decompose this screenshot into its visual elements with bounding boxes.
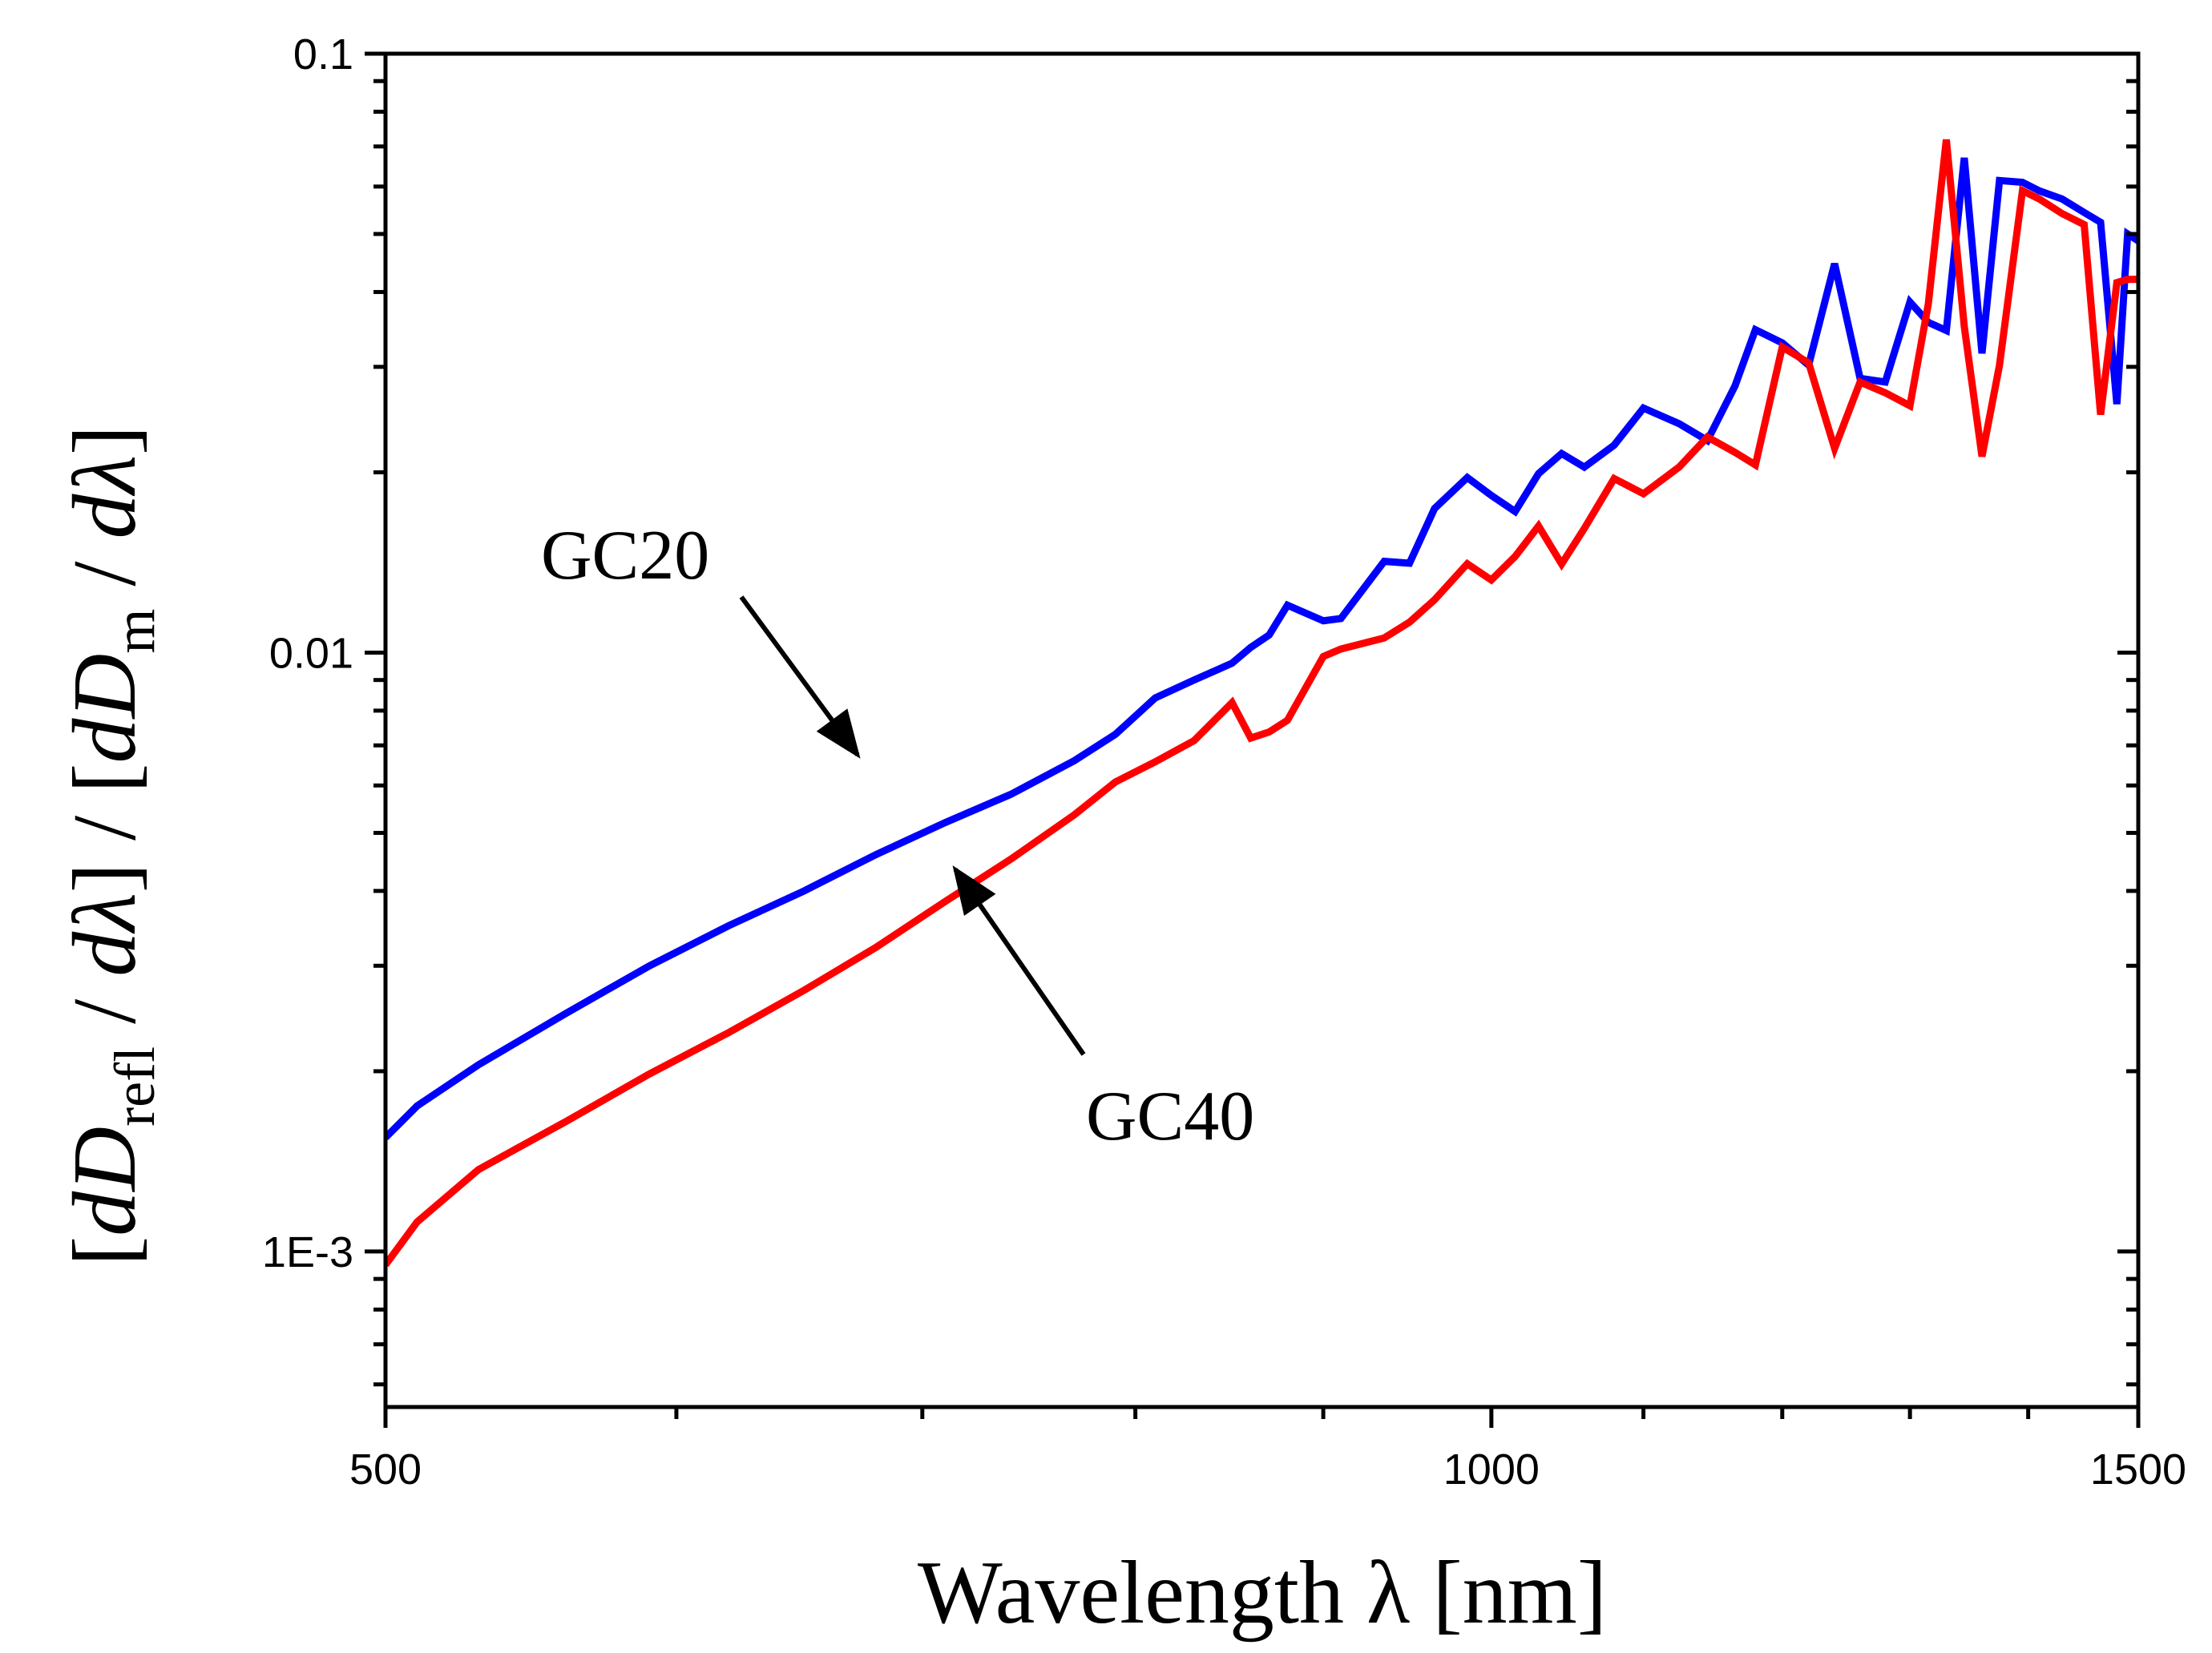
- y-title-d-1: d: [55, 1191, 155, 1236]
- annotation-gc40-arrow: [952, 865, 1086, 1056]
- y-title-mid-slash: /: [55, 793, 155, 863]
- x-tick-label: 1500: [2090, 1445, 2186, 1494]
- y-tick-label: 0.1: [293, 30, 353, 79]
- y-title-D-2: D: [55, 654, 155, 720]
- y-tick-label: 1E-3: [262, 1228, 353, 1276]
- y-title-slash-1: /: [55, 977, 155, 1046]
- series-line-gc20: [385, 157, 2138, 1140]
- plot-frame: [383, 51, 2141, 1409]
- y-title-sub-m: m: [103, 609, 167, 654]
- annotation-gc20-label: GC20: [541, 517, 709, 595]
- x-tick-label: 1000: [1443, 1445, 1540, 1494]
- y-title-D-1: D: [55, 1127, 155, 1193]
- y-title-bracket-close-2: ]: [55, 425, 155, 455]
- y-title-dlambda-1: dλ: [55, 893, 155, 977]
- y-title-sub-refl: refl: [103, 1046, 167, 1127]
- y-title-bracket-open-2: [: [55, 764, 155, 793]
- y-title-slash-2: /: [55, 539, 155, 609]
- series-line-gc40: [385, 139, 2138, 1268]
- y-title-dlambda-2: dλ: [55, 455, 155, 539]
- x-axis-title: Wavelength λ [nm]: [918, 1543, 1607, 1643]
- y-title-bracket-open-1: [: [55, 1236, 155, 1266]
- y-title-d-2: d: [55, 718, 155, 764]
- annotation-gc20-arrow: [739, 595, 861, 759]
- series-layer: [385, 139, 2138, 1268]
- tick-layer: 500 1000 1500 1E-3 0.01 0.1: [262, 30, 2186, 1494]
- x-tick-label: 500: [349, 1445, 422, 1494]
- y-title-bracket-close-1: ]: [55, 863, 155, 893]
- y-axis-title: [dDrefl / dλ] / [dDm / dλ]: [55, 425, 167, 1266]
- annotation-gc40-label: GC40: [1086, 1078, 1254, 1155]
- y-tick-label: 0.01: [269, 629, 353, 677]
